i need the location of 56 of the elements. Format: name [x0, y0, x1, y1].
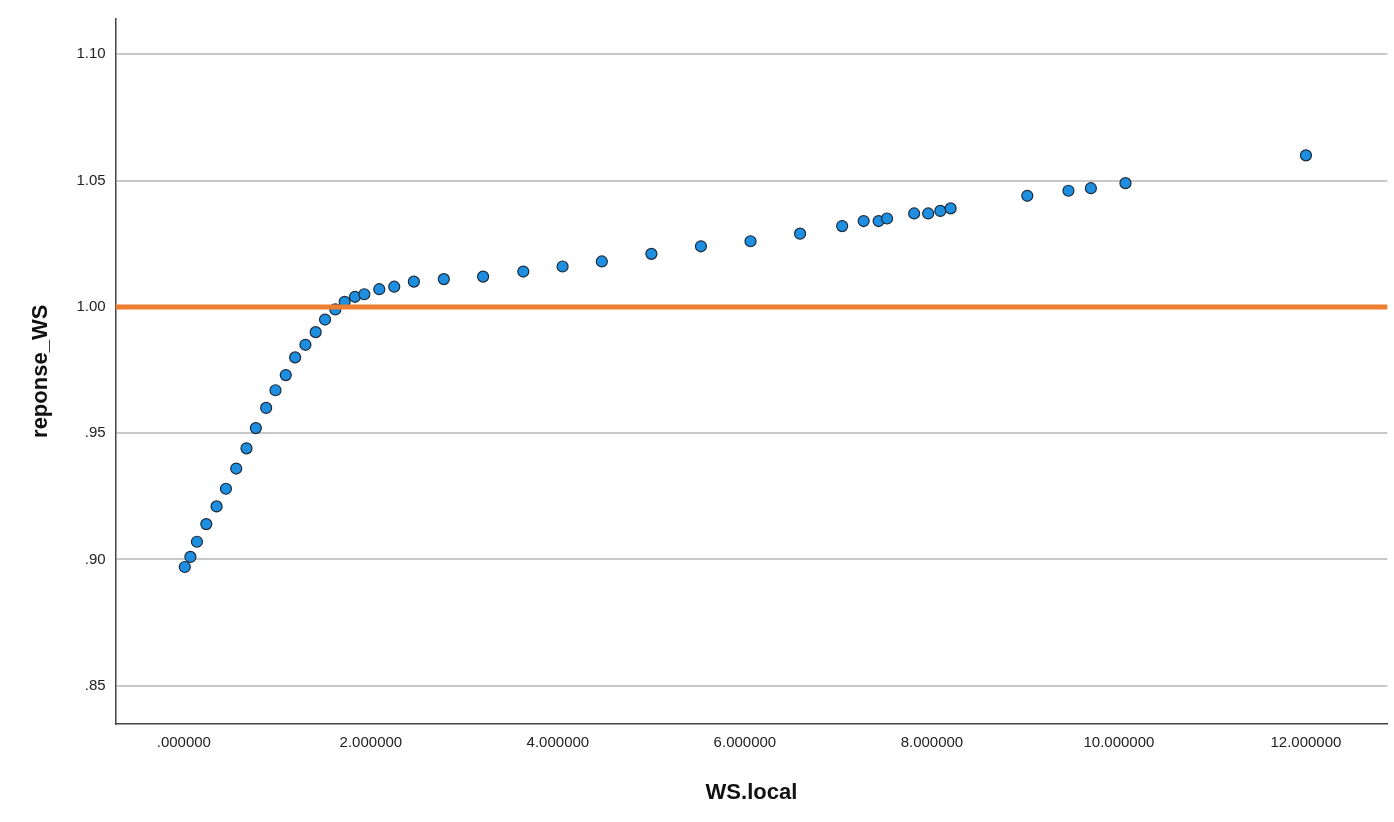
point [299, 338, 312, 351]
point [595, 255, 608, 268]
point [240, 442, 253, 455]
point [1084, 182, 1097, 195]
point [219, 482, 233, 495]
y-tick-label: 1.10 [76, 44, 106, 62]
point [373, 283, 386, 296]
point [269, 384, 282, 397]
x-tick-label: 8.000000 [900, 732, 964, 750]
point [260, 401, 273, 415]
point [880, 212, 894, 225]
y-axis-title: reponse_WS [27, 304, 53, 438]
point [934, 204, 947, 218]
point [1021, 189, 1034, 202]
point [793, 227, 807, 240]
x-tick-label: 4.000000 [526, 732, 590, 750]
point [289, 351, 302, 364]
point [249, 422, 262, 435]
y-tick-label: 1.05 [76, 170, 106, 188]
point [178, 560, 191, 574]
y-tick-label: .95 [84, 423, 106, 441]
point [190, 535, 204, 548]
y-tick-label: .85 [84, 675, 106, 693]
point [556, 260, 569, 273]
x-tick-label: 10.000000 [1083, 732, 1155, 750]
x-tick-label: 12.000000 [1270, 732, 1342, 750]
point [358, 288, 371, 301]
x-tick-label: 2.000000 [339, 732, 403, 750]
point [388, 280, 401, 293]
point [210, 500, 223, 513]
point [922, 207, 935, 220]
point [309, 326, 322, 339]
x-tick-label: .000000 [156, 732, 211, 750]
y-tick-label: .90 [84, 549, 106, 567]
point [1119, 177, 1132, 190]
point [279, 368, 292, 382]
point [857, 214, 870, 228]
x-tick-label: 6.000000 [713, 732, 777, 750]
point [694, 240, 708, 253]
point [230, 462, 243, 475]
point [1299, 149, 1313, 162]
point [318, 313, 332, 326]
point [437, 273, 450, 286]
point [200, 517, 213, 531]
point [836, 219, 849, 233]
point [517, 265, 530, 278]
point [645, 247, 658, 260]
y-tick-label: 1.00 [76, 297, 106, 315]
point [184, 550, 197, 564]
point [908, 207, 921, 220]
x-axis-title: WS.local [705, 778, 798, 804]
point [944, 202, 957, 215]
point [744, 235, 757, 248]
point [1062, 184, 1075, 197]
point [407, 275, 420, 288]
point [476, 270, 490, 283]
